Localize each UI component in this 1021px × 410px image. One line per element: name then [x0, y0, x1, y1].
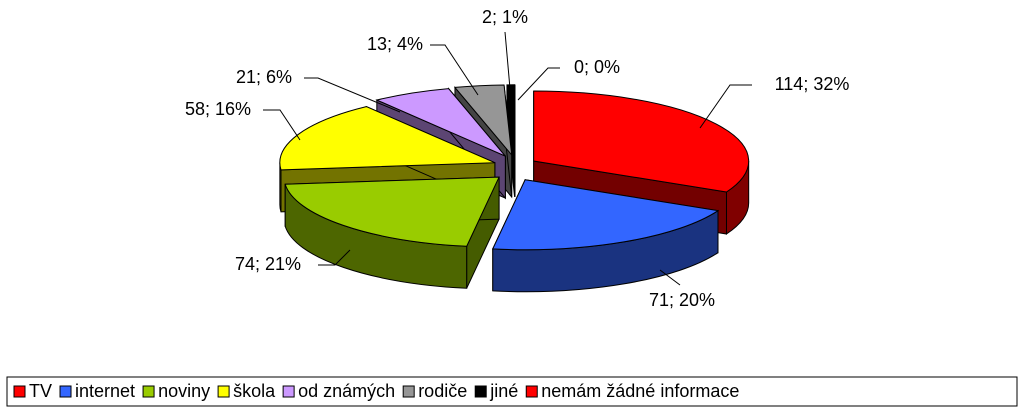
- leader-line: [263, 109, 301, 141]
- legend-label: od známých: [298, 381, 395, 401]
- leader-line: [659, 269, 681, 286]
- leader-line: [517, 67, 560, 101]
- slice-top: [491, 179, 720, 251]
- legend-swatch: [525, 385, 538, 398]
- slice-top: [279, 106, 496, 171]
- legend-swatch: [282, 385, 295, 398]
- legend-label: internet: [75, 381, 135, 401]
- data-label: 114; 32%: [775, 74, 850, 94]
- leader-line: [304, 77, 401, 113]
- data-label: 74; 21%: [235, 254, 301, 274]
- legend-swatch: [402, 385, 415, 398]
- data-label: 58; 16%: [185, 99, 251, 119]
- slice-top: [533, 90, 750, 193]
- legend-swatch: [13, 385, 26, 398]
- legend-swatch: [474, 385, 487, 398]
- data-label: 0; 0%: [574, 57, 620, 77]
- legend-label: škola: [233, 381, 276, 401]
- slice-top: [375, 88, 506, 157]
- legend-label: noviny: [158, 381, 210, 401]
- legend-label: nemám žádné informace: [541, 381, 739, 401]
- leader-line: [318, 249, 351, 266]
- legend-label: rodiče: [418, 381, 467, 401]
- leader-line: [430, 44, 479, 96]
- legend-box: [6, 376, 1018, 407]
- leader-line: [699, 84, 752, 129]
- legend-swatch: [217, 385, 230, 398]
- slice-top: [506, 84, 516, 155]
- legend-swatch: [142, 385, 155, 398]
- slice-top: [453, 84, 513, 157]
- slice-top: [284, 176, 500, 247]
- legend-swatch: [59, 385, 72, 398]
- legend-label: TV: [29, 381, 52, 401]
- legend-label: jiné: [489, 381, 518, 401]
- data-label: 2; 1%: [482, 7, 528, 27]
- data-label: 71; 20%: [649, 290, 715, 310]
- leader-line: [504, 31, 512, 101]
- data-label: 21; 6%: [236, 67, 292, 87]
- slice: [284, 176, 500, 289]
- data-label: 13; 4%: [367, 34, 423, 54]
